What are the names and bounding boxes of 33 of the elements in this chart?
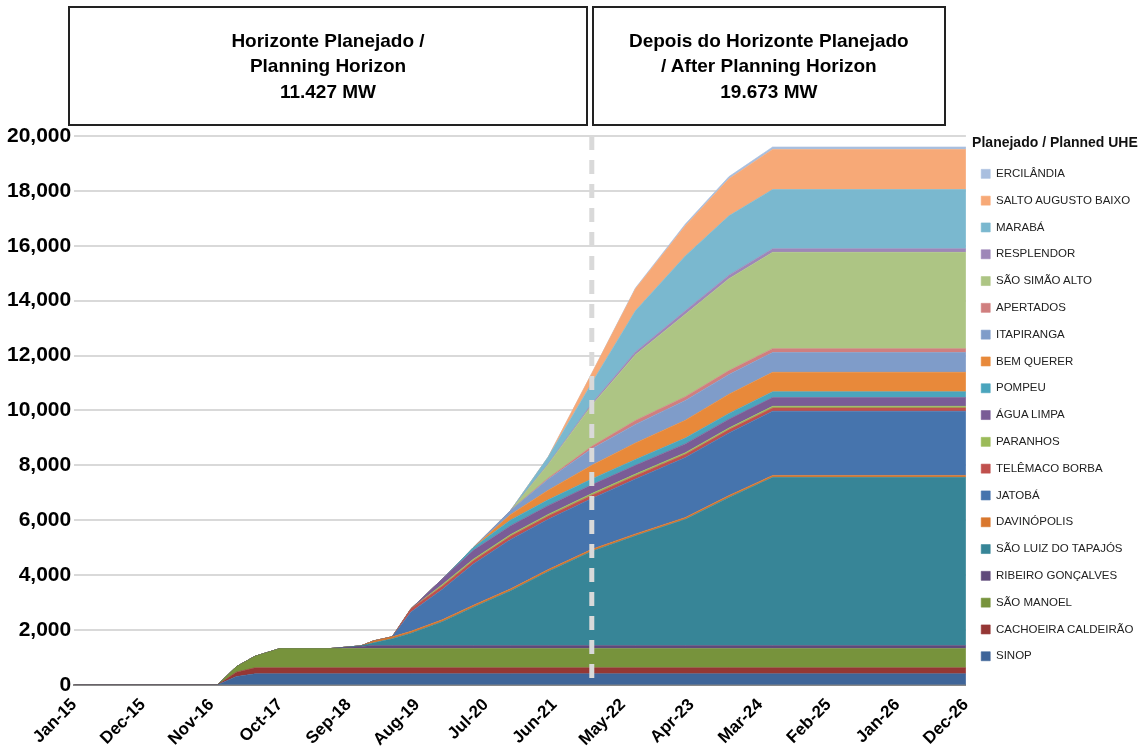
legend-label: CACHOEIRA CALDEIRÃO xyxy=(995,622,1134,635)
legend-label: TELÊMACO BORBA xyxy=(995,461,1104,474)
y-tick-label: 14,000 xyxy=(7,287,72,311)
y-tick-label: 12,000 xyxy=(7,342,72,366)
y-tick-label: 8,000 xyxy=(18,452,72,476)
legend-label: SALTO AUGUSTO BAIXO xyxy=(995,193,1131,206)
y-tick-label: 0 xyxy=(59,671,72,695)
legend-label: BEM QUERER xyxy=(995,354,1074,367)
legend-label: SÃO SIMÃO ALTO xyxy=(995,274,1093,287)
legend-label: ERCILÂNDIA xyxy=(995,167,1066,180)
y-tick-label: 6,000 xyxy=(18,506,72,530)
legend-label: MARABÁ xyxy=(995,220,1045,233)
y-tick-label: 18,000 xyxy=(7,177,72,201)
legend-label: APERTADOS xyxy=(995,301,1067,314)
y-tick-label: 20,000 xyxy=(7,122,72,146)
legend-label: RESPLENDOR xyxy=(995,247,1076,260)
legend-title: Planejado / Planned UHE xyxy=(972,133,1138,150)
y-tick-label: 2,000 xyxy=(18,616,72,640)
legend-label: SÃO LUIZ DO TAPAJÓS xyxy=(995,542,1123,555)
legend-label: SINOP xyxy=(995,649,1033,662)
text: Depois do Horizonte Planejado / After Planning Horizon 19.673 MW xyxy=(591,6,946,126)
text: Horizonte Planejado / Planning Horizon 11.427 MW xyxy=(231,29,425,102)
legend-label: RIBEIRO GONÇALVES xyxy=(995,569,1118,582)
legend-label: PARANHOS xyxy=(995,435,1060,448)
legend-label: ITAPIRANGA xyxy=(995,327,1066,340)
legend-label: POMPEU xyxy=(995,381,1046,394)
legend-label: JATOBÁ xyxy=(995,488,1040,501)
y-tick-label: 4,000 xyxy=(18,561,72,585)
y-tick-label: 10,000 xyxy=(7,397,72,421)
y-tick-label: 16,000 xyxy=(7,232,72,256)
legend-label: DAVINÓPOLIS xyxy=(995,515,1074,528)
legend-label: ÁGUA LIMPA xyxy=(995,408,1066,421)
legend-label: SÃO MANOEL xyxy=(995,595,1073,608)
